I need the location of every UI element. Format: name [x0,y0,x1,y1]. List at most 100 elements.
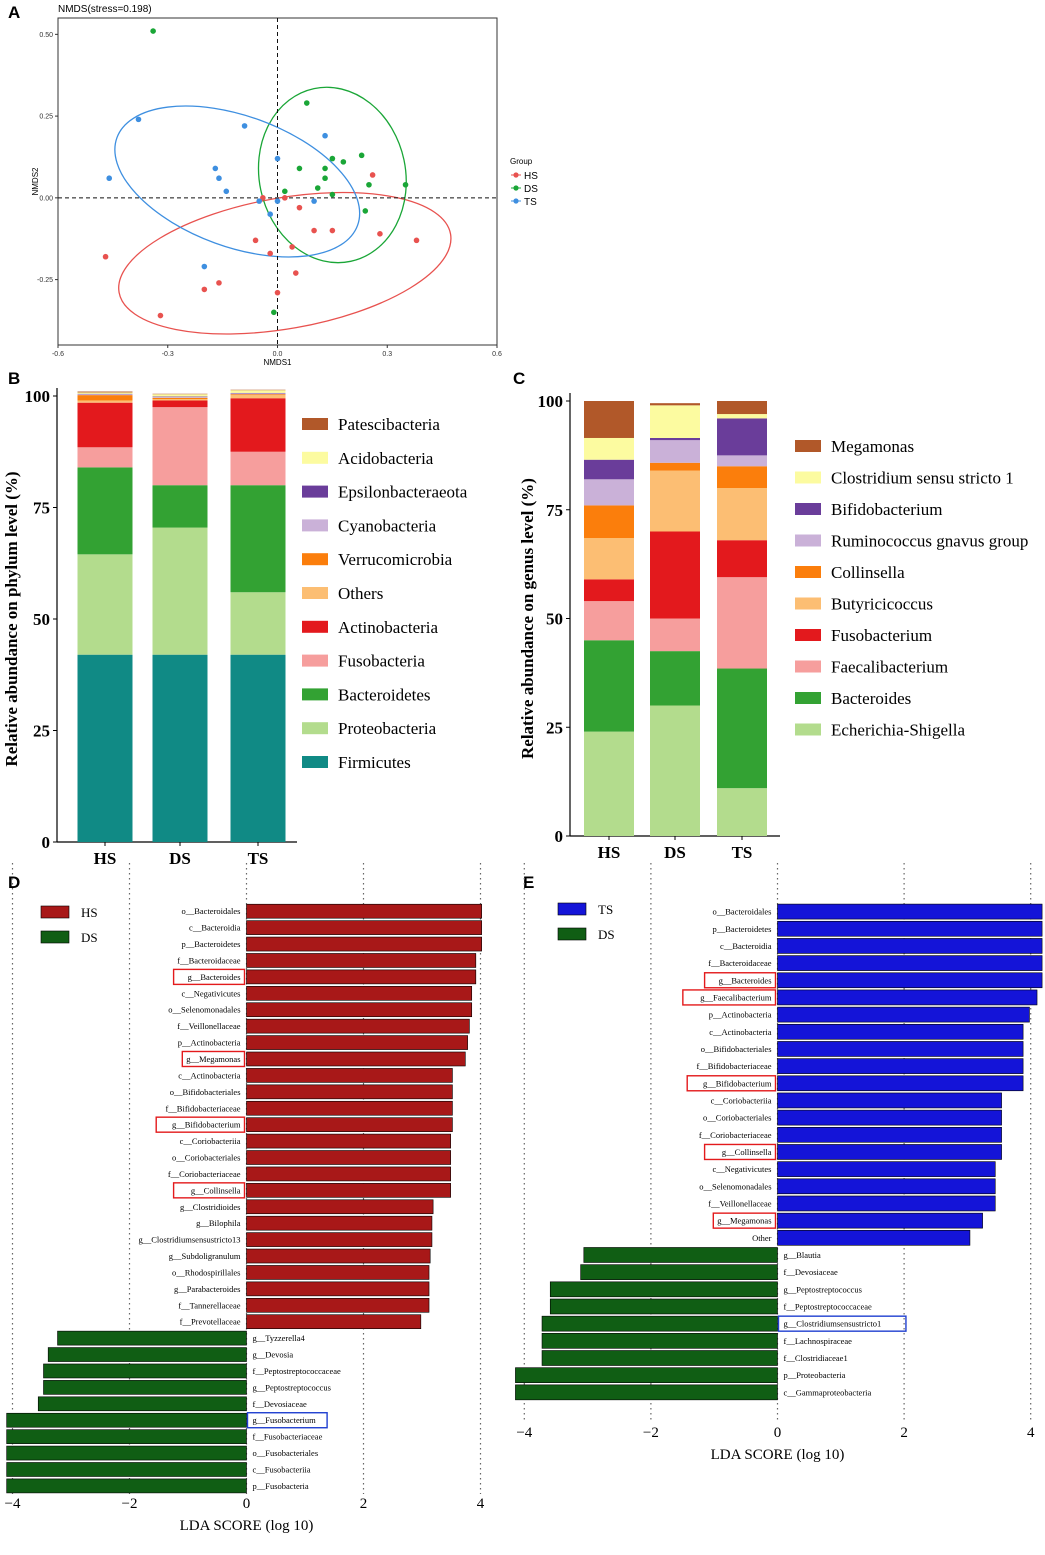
lda-label-g-fusobacterium: g__Fusobacterium [253,1415,317,1425]
highlight-box-g-megamonas [712,1212,777,1229]
point-hs [369,172,376,178]
lda-label-f-bifidobacteriaceae: f__Bifidobacteriaceae [165,1103,240,1113]
legend-swatch-patescibacteria [302,418,328,430]
lda-label-g-collinsella: g__Collinsella [191,1185,241,1195]
legend-swatch-epsilonbacteraeota [302,485,328,498]
bar-segment-ds-actinobacteria [152,400,208,408]
x-tick-label: 0 [774,1425,782,1441]
legend-swatch-ruminococcus-gnavus-group [795,534,821,547]
lda-label-other: Other [752,1233,772,1243]
x-axis-label: LDA SCORE (log 10) [180,1518,314,1534]
legend-swatch-cyanobacteria [302,519,328,532]
highlight-box-g-bifidobacterium [686,1075,777,1092]
lda-label-o-bifidobacteriales: o__Bifidobacteriales [701,1044,772,1054]
lda-bar-o-bacteroidales [246,903,482,919]
lda-label-g-bilophila: g__Bilophila [196,1218,241,1228]
legend-swatch-fusobacteria [302,654,328,667]
lda-label-g-parabacteroides: g__Parabacteroides [174,1284,241,1294]
lda-bar-f-peptostreptococcaceae [549,1298,778,1315]
lda-bar-other [777,1230,971,1246]
bar-segment-ds-bacteroidetes [152,485,208,528]
lda-label-g-peptostreptococcus: g__Peptostreptococcus [784,1284,862,1294]
point-ts [256,198,263,204]
highlight-box-g-collinsella [172,1182,246,1199]
lda-label-c-negativicutes: c__Negativicutes [181,988,240,998]
ellipse-hs [118,191,452,335]
lda-bar-f-bifidobacteriaceae [246,1100,453,1116]
lda-label-p-fusobacteria: p__Fusobacteria [253,1481,309,1491]
lda-label-g-clostridioides: g__Clostridioides [180,1202,240,1212]
lda-label-o-fusobacteriales: o__Fusobacteriales [253,1448,319,1458]
legend-label-megamonas: Megamonas [831,437,914,456]
point-ds [329,155,336,162]
legend-label-patescibacteria: Patescibacteria [338,415,440,434]
x-tick-label-ds: DS [169,849,191,868]
y-tick-label: 0 [555,827,564,846]
lda-label-o-coriobacteriales: o__Coriobacteriales [172,1153,240,1163]
lda-label-p-bacteroidetes: p__Bacteroidetes [181,939,240,949]
x-tick-label: 0.0 [273,351,283,358]
lda-label-g-megamonas: g__Megamonas [186,1054,240,1064]
panel-label-c: C [513,369,525,388]
legend-swatch-ds [40,930,70,944]
legend-label-ds: DS [81,930,98,945]
y-tick-label: -0.25 [37,277,53,284]
bar-segment-ds-proteobacteria [152,527,208,655]
bar-segment-ts-fusobacteria [230,451,286,486]
y-tick-label: 75 [546,501,563,520]
y-tick-label: 100 [538,392,564,411]
lda-label-c-coriobacteriia: c__Coriobacteriia [180,1136,241,1146]
point-ds [329,191,336,198]
point-hs [201,286,208,293]
lda-bar-f-lachnospiraceae [541,1333,778,1349]
lda-label-f-coriobacteriaceae: f__Coriobacteriaceae [168,1169,241,1179]
point-ts [212,165,219,172]
panel-label-a: A [8,3,20,22]
bar-segment-hs-ruminococcus-gnavus-group [584,479,634,506]
legend-label-fusobacteria: Fusobacteria [338,652,425,671]
lda-label-c-actinobacteria: c__Actinobacteria [709,1027,772,1037]
bar-segment-ts-megamonas [717,401,767,415]
bar-segment-ds-firmicutes [152,654,208,842]
chart-title: NMDS(stress=0.198) [58,4,152,15]
point-ds [358,152,365,159]
legend-swatch-others [302,587,328,599]
bar-segment-ts-verrucomicrobia [230,394,286,396]
lda-label-o-bifidobacteriales: o__Bifidobacteriales [170,1087,241,1097]
point-hs [289,244,295,250]
lda-label-c-bacteroidia: c__Bacteroidia [720,941,772,951]
bar-segment-ts-firmicutes [230,654,286,842]
x-axis-label: LDA SCORE (log 10) [711,1447,845,1463]
lda-label-p-actinobacteria: p__Actinobacteria [178,1038,241,1048]
lda-bar-c-negativicutes [246,986,473,1001]
legend-swatch-firmicutes [302,756,328,768]
bar-segment-hs-megamonas [584,401,634,438]
point-hs [267,250,273,257]
lda-label-f-veillonellaceae: f__Veillonellaceae [177,1021,240,1031]
point-hs [329,227,336,234]
bar-segment-ts-cyanobacteria [230,393,286,395]
phylum-bar-panel: 0 25 50 75 100 Relative abundance on phylum l… [2,387,468,868]
legend-swatch-hs [40,905,70,919]
lda-label-o-bacteroidales: o__Bacteroidales [712,907,771,917]
lda-bar-o-bifidobacteriales [246,1084,453,1100]
x-tick-label-ts: TS [732,843,753,862]
point-ts [274,155,281,162]
bar-segment-ds-acidobacteria [152,394,208,397]
lda-bar-f-veillonellaceae [777,1195,996,1212]
lda-label-f-prevotellaceae: f__Prevotellaceae [180,1317,241,1327]
lda-label-f-clostridiaceae1: f__Clostridiaceae1 [784,1353,848,1363]
legend-label-ds: DS [524,184,538,195]
lda-bar-f-devosiaceae [37,1396,247,1412]
lda-label-f-tannerellaceae: f__Tannerellaceae [178,1300,240,1310]
bar-segment-ds-megamonas [650,403,700,406]
lda-bar-p-bacteroidetes [246,936,482,952]
y-tick-label: 50 [546,610,563,629]
y-tick-label: 0.25 [39,114,53,121]
lda-bar-g-bifidobacterium [777,1075,1024,1092]
legend-label-hs: HS [524,171,538,182]
lda-label-o-selenomonadales: o__Selenomonadales [168,1005,240,1015]
bar-segment-ds-others [152,399,208,401]
lda-label-g-devosia: g__Devosia [253,1350,294,1360]
highlight-box-g-bacteroides [703,972,777,989]
